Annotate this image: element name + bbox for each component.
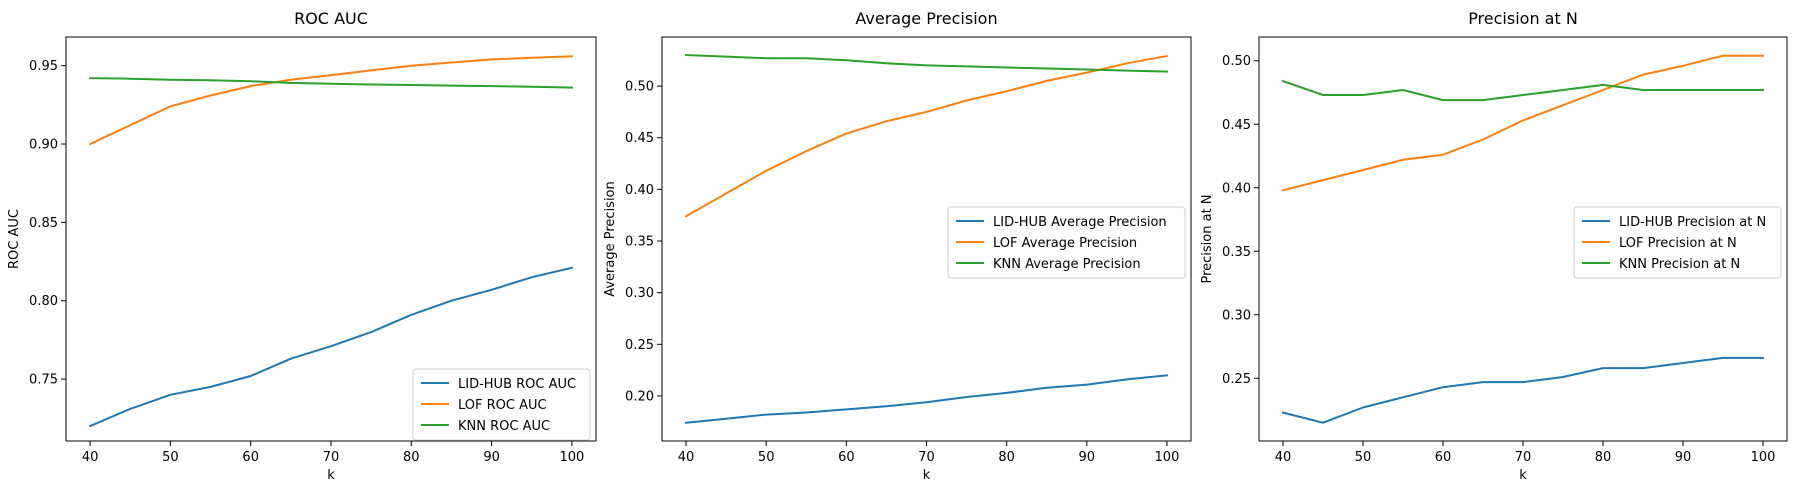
series-line-lid-hub-average-precision (684, 374, 1169, 424)
chart-panel-precision-at-n: 40 50 60 70 80 90 100 0.25 0.30 0.35 0.40 0.45 0.50 P… (1200, 9, 1788, 483)
series-line-lof-precision-at-n (1281, 54, 1764, 192)
chart-title: ROC AUC (294, 9, 368, 28)
legend-label: LID-HUB ROC AUC (458, 377, 576, 392)
x-axis-label: k (923, 468, 931, 483)
chart-title: Precision at N (1468, 9, 1578, 28)
x-tick-label: 100 (1155, 450, 1180, 465)
y-tick-label: 0.35 (625, 235, 654, 250)
legend-box (947, 206, 1186, 279)
series-line-lid-hub-roc-auc (88, 266, 574, 428)
x-tick-label: 80 (1595, 450, 1612, 465)
y-tick-label: 0.95 (29, 59, 58, 74)
x-tick-label: 40 (82, 450, 99, 465)
x-tick-label: 70 (918, 450, 935, 465)
legend-label: LOF ROC AUC (458, 398, 547, 413)
x-axis-label: k (327, 468, 335, 483)
x-tick-label: 100 (559, 450, 584, 465)
y-axis-label: Precision at N (1200, 194, 1215, 283)
legend-box (1573, 206, 1782, 279)
y-tick-label: 0.30 (1222, 308, 1251, 323)
legend-label: LID-HUB Average Precision (993, 215, 1167, 230)
legend: LID-HUB Average Precision LOF Average Pre… (947, 206, 1186, 279)
x-tick-label: 70 (1515, 450, 1532, 465)
x-tick-label: 80 (998, 450, 1015, 465)
legend-label: KNN Average Precision (993, 257, 1141, 272)
y-tick-label: 0.40 (1222, 181, 1251, 196)
y-tick-label: 0.30 (625, 286, 654, 301)
x-tick-label: 60 (242, 450, 259, 465)
y-tick-label: 0.85 (29, 216, 58, 231)
series-line-lof-roc-auc (88, 55, 573, 146)
x-tick-label: 50 (1355, 450, 1372, 465)
chart-title: Average Precision (855, 9, 997, 28)
series-line-lid-hub-precision-at-n (1281, 356, 1764, 424)
legend-box (412, 368, 591, 441)
legend: LID-HUB Precision at N LOF Precision at N… (1573, 206, 1782, 279)
y-tick-label: 0.25 (1222, 372, 1251, 387)
x-tick-label: 100 (1751, 450, 1776, 465)
y-tick-label: 0.45 (625, 131, 654, 146)
chart-panel-average-precision: 40 50 60 70 80 90 100 0.20 0.25 0.30 0.35 0.40 0.45 0… (603, 9, 1192, 483)
x-tick-label: 40 (1275, 450, 1292, 465)
y-tick-label: 0.75 (29, 373, 58, 388)
series-line-lof-average-precision (684, 54, 1169, 218)
x-tick-label: 50 (162, 450, 179, 465)
x-tick-label: 60 (838, 450, 855, 465)
series-line-knn-roc-auc (89, 77, 573, 89)
legend-label: LOF Average Precision (993, 236, 1137, 251)
legend: LID-HUB ROC AUC LOF ROC AUC KNN ROC AUC (412, 368, 591, 441)
x-tick-label: 90 (1079, 450, 1096, 465)
y-tick-label: 0.25 (625, 338, 654, 353)
series-line-knn-average-precision (684, 54, 1169, 73)
legend-label: LOF Precision at N (1619, 236, 1737, 251)
y-axis-label: ROC AUC (7, 209, 22, 269)
y-axis-label: Average Precision (603, 181, 618, 297)
y-tick-label: 0.50 (625, 80, 654, 95)
series-line-knn-precision-at-n (1281, 79, 1764, 102)
y-tick-label: 0.50 (1222, 54, 1251, 69)
y-tick-label: 0.20 (625, 389, 654, 404)
x-tick-label: 50 (758, 450, 775, 465)
legend-label: KNN Precision at N (1619, 257, 1740, 272)
chart-panel-roc-auc: 40 50 60 70 80 90 100 0.75 0.80 0.85 0.90 0.95 ROC A… (7, 9, 597, 483)
y-tick-label: 0.80 (29, 294, 58, 309)
x-tick-label: 90 (1675, 450, 1692, 465)
x-tick-label: 70 (323, 450, 340, 465)
x-tick-label: 60 (1435, 450, 1452, 465)
x-tick-label: 40 (678, 450, 695, 465)
legend-label: KNN ROC AUC (458, 419, 550, 434)
y-tick-label: 0.35 (1222, 245, 1251, 260)
y-tick-label: 0.40 (625, 183, 654, 198)
x-tick-label: 80 (403, 450, 420, 465)
y-tick-label: 0.45 (1222, 118, 1251, 133)
x-tick-label: 90 (483, 450, 500, 465)
legend-label: LID-HUB Precision at N (1619, 215, 1766, 230)
y-tick-label: 0.90 (29, 138, 58, 153)
x-axis-label: k (1519, 468, 1527, 483)
